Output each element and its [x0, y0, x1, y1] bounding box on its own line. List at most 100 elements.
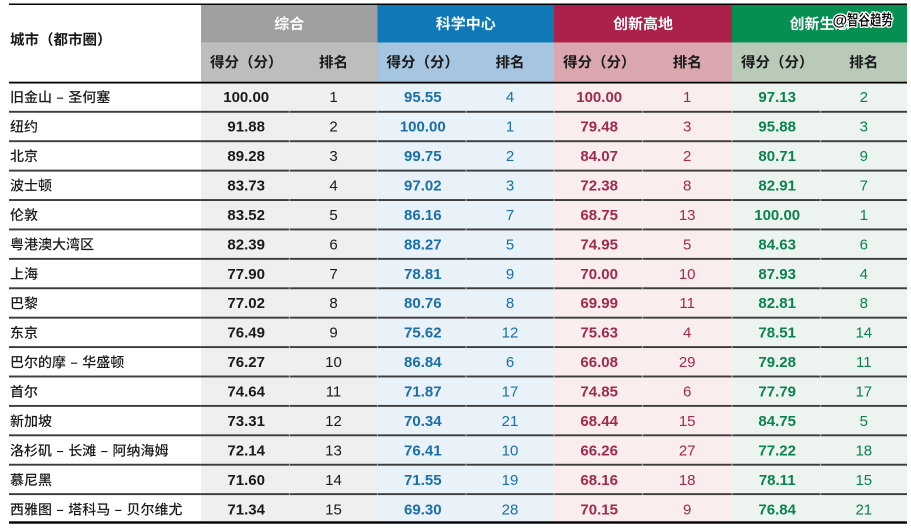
svg-text:77.22: 77.22 [758, 443, 796, 460]
svg-text:9: 9 [506, 266, 514, 283]
svg-text:15: 15 [325, 501, 342, 518]
svg-text:10: 10 [679, 266, 696, 283]
svg-text:3: 3 [506, 177, 514, 194]
svg-text:9: 9 [683, 501, 691, 518]
svg-text:2: 2 [683, 148, 691, 165]
svg-text:74.64: 74.64 [227, 384, 265, 401]
svg-text:78.11: 78.11 [759, 472, 796, 489]
svg-text:66.26: 66.26 [580, 443, 618, 460]
svg-text:100.00: 100.00 [576, 89, 622, 106]
svg-text:70.34: 70.34 [404, 413, 442, 430]
svg-text:71.34: 71.34 [227, 501, 265, 518]
svg-text:5: 5 [683, 236, 691, 253]
svg-text:70.00: 70.00 [580, 266, 618, 283]
svg-text:99.75: 99.75 [404, 148, 442, 165]
svg-text:6: 6 [683, 384, 691, 401]
svg-text:68.44: 68.44 [580, 413, 618, 430]
svg-text:97.02: 97.02 [404, 177, 442, 194]
svg-text:6: 6 [329, 236, 337, 253]
svg-text:10: 10 [502, 443, 519, 460]
svg-text:86.84: 86.84 [404, 354, 442, 371]
svg-text:17: 17 [502, 384, 519, 401]
svg-text:5: 5 [860, 413, 868, 430]
svg-text:84.63: 84.63 [758, 236, 796, 253]
svg-text:73.31: 73.31 [227, 413, 265, 430]
svg-text:18: 18 [679, 472, 696, 489]
svg-text:72.14: 72.14 [227, 443, 265, 460]
svg-text:8: 8 [683, 177, 691, 194]
svg-text:2: 2 [329, 119, 337, 136]
svg-text:17: 17 [855, 384, 872, 401]
svg-text:27: 27 [679, 443, 696, 460]
svg-text:21: 21 [855, 501, 872, 518]
svg-text:4: 4 [506, 89, 514, 106]
svg-text:69.99: 69.99 [580, 295, 618, 312]
svg-text:14: 14 [855, 325, 872, 342]
svg-text:14: 14 [325, 472, 342, 489]
svg-text:1: 1 [506, 119, 514, 136]
svg-text:13: 13 [679, 207, 696, 224]
svg-text:10: 10 [325, 354, 342, 371]
svg-text:84.07: 84.07 [580, 148, 618, 165]
svg-text:1: 1 [860, 207, 868, 224]
svg-text:5: 5 [329, 207, 337, 224]
svg-text:8: 8 [506, 295, 514, 312]
svg-text:11: 11 [679, 295, 695, 312]
svg-text:6: 6 [860, 236, 868, 253]
svg-text:8: 8 [329, 295, 337, 312]
svg-text:83.52: 83.52 [227, 207, 265, 224]
svg-text:82.39: 82.39 [227, 236, 265, 253]
svg-text:80.76: 80.76 [404, 295, 442, 312]
svg-text:89.28: 89.28 [227, 148, 265, 165]
svg-text:12: 12 [502, 325, 519, 342]
svg-text:72.38: 72.38 [580, 177, 618, 194]
svg-text:75.62: 75.62 [404, 325, 442, 342]
svg-text:13: 13 [325, 443, 342, 460]
svg-text:2: 2 [506, 148, 514, 165]
svg-text:66.08: 66.08 [580, 354, 618, 371]
svg-text:12: 12 [325, 413, 342, 430]
svg-text:9: 9 [860, 148, 868, 165]
svg-text:76.49: 76.49 [227, 325, 265, 342]
svg-text:88.27: 88.27 [404, 236, 442, 253]
svg-text:4: 4 [329, 177, 337, 194]
svg-text:95.55: 95.55 [404, 89, 442, 106]
svg-text:29: 29 [679, 354, 696, 371]
svg-text:80.71: 80.71 [758, 148, 796, 165]
svg-text:86.16: 86.16 [404, 207, 442, 224]
svg-text:87.93: 87.93 [758, 266, 796, 283]
svg-text:97.13: 97.13 [758, 89, 796, 106]
svg-text:7: 7 [329, 266, 337, 283]
svg-text:71.87: 71.87 [404, 384, 442, 401]
svg-text:28: 28 [502, 501, 519, 518]
svg-text:100.00: 100.00 [223, 89, 269, 106]
svg-text:1: 1 [329, 89, 337, 106]
svg-text:68.75: 68.75 [580, 207, 618, 224]
svg-text:82.91: 82.91 [758, 177, 796, 194]
svg-text:79.48: 79.48 [580, 119, 618, 136]
svg-text:78.81: 78.81 [404, 266, 442, 283]
svg-text:77.90: 77.90 [227, 266, 265, 283]
svg-text:11: 11 [856, 354, 872, 371]
svg-text:79.28: 79.28 [758, 354, 796, 371]
svg-text:69.30: 69.30 [404, 501, 442, 518]
svg-text:77.02: 77.02 [227, 295, 265, 312]
svg-text:84.75: 84.75 [758, 413, 796, 430]
svg-text:18: 18 [855, 443, 872, 460]
svg-text:100.00: 100.00 [754, 207, 800, 224]
svg-text:7: 7 [506, 207, 514, 224]
svg-text:75.63: 75.63 [580, 325, 618, 342]
svg-text:71.55: 71.55 [404, 472, 442, 489]
svg-text:19: 19 [502, 472, 519, 489]
svg-text:78.51: 78.51 [758, 325, 796, 342]
svg-text:7: 7 [860, 177, 868, 194]
svg-text:3: 3 [860, 119, 868, 136]
svg-text:95.88: 95.88 [758, 119, 796, 136]
svg-text:68.16: 68.16 [580, 472, 618, 489]
svg-text:74.85: 74.85 [580, 384, 618, 401]
svg-text:5: 5 [506, 236, 514, 253]
svg-text:3: 3 [329, 148, 337, 165]
svg-text:1: 1 [683, 89, 691, 106]
svg-text:11: 11 [326, 384, 342, 401]
svg-text:8: 8 [860, 295, 868, 312]
